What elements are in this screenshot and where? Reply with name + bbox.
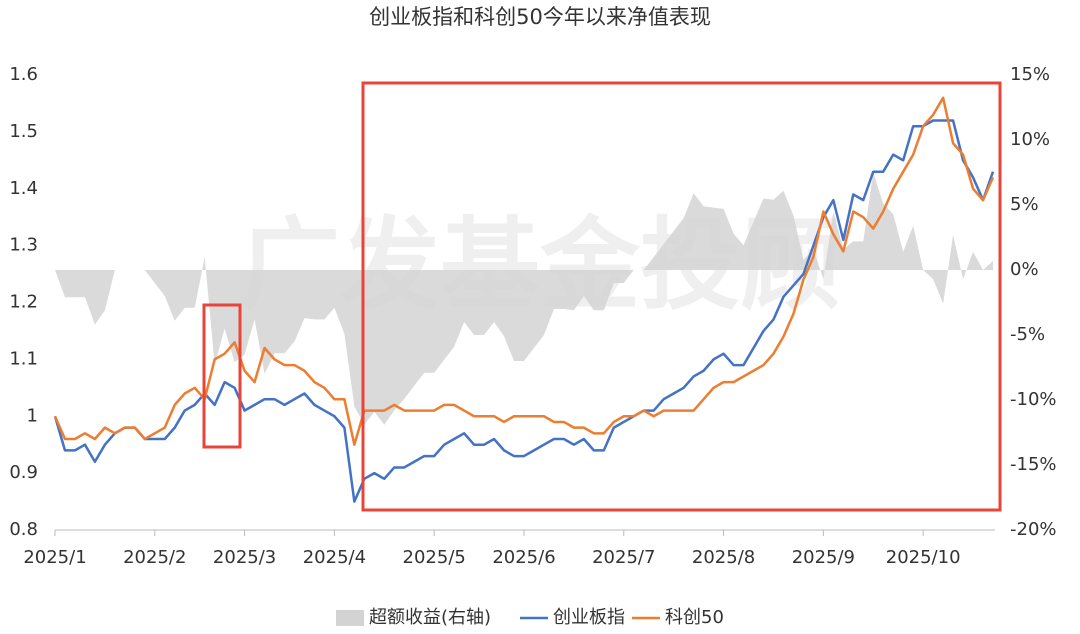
y-tick-label: 0.8 [9,519,38,540]
chart-title: 创业板指和科创50今年以来净值表现 [369,5,711,29]
x-tick-label: 2025/9 [792,547,855,568]
x-tick-label: 2025/1 [23,547,86,568]
y2-tick-label: 5% [1010,194,1039,215]
y2-tick-label: -10% [1010,389,1057,410]
y-tick-label: 1.1 [9,348,38,369]
y-tick-label: 1.6 [9,64,38,85]
x-tick-label: 2025/8 [692,547,755,568]
y-tick-label: 1.5 [9,121,38,142]
highlight-box [202,303,242,449]
highlight-box [361,81,1002,512]
series-line [53,119,995,503]
x-tick-label: 2025/4 [303,547,366,568]
x-tick-label: 2025/2 [123,547,186,568]
x-tick-label: 2025/10 [886,547,961,568]
y2-tick-label: 15% [1010,64,1050,85]
plot-area: 0.8 0.9 1 1.1 1.2 1.3 1.4 1.5 1.6 -20% -15% -10% -5%… [9,64,1056,628]
x-tick-label: 2025/3 [213,547,276,568]
legend-label: 创业板指 [553,607,625,628]
excess-area [55,172,993,425]
series-line [53,96,995,446]
y-tick-label: 1 [27,405,38,426]
legend-swatch [336,610,364,626]
x-tick-label: 2025/5 [403,547,466,568]
y-tick-label: 1.2 [9,292,38,313]
y-tick-label: 1.3 [9,235,38,256]
y2-tick-label: -5% [1010,324,1045,345]
y2-tick-label: -20% [1010,519,1057,540]
x-tick-label: 2025/6 [492,547,555,568]
y2-tick-label: -15% [1010,454,1057,475]
legend-label: 超额收益(右轴) [369,607,491,628]
y-tick-label: 0.9 [9,462,38,483]
x-tick-label: 2025/7 [592,547,655,568]
legend-label: 科创50 [665,607,724,628]
y2-tick-label: 10% [1010,129,1050,150]
y-tick-label: 1.4 [9,178,38,199]
y2-tick-label: 0% [1010,259,1039,280]
